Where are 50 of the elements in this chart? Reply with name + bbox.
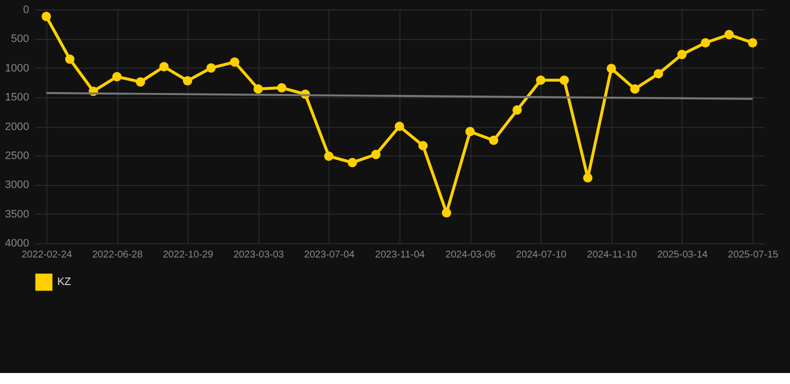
y-tick-label: 4000 [5, 238, 30, 250]
x-tick-label: 2022-10-29 [162, 250, 214, 261]
y-tick-label: 2000 [5, 120, 30, 133]
x-tick-label: 2025-07-15 [728, 250, 779, 261]
point [677, 50, 687, 60]
x-tick-label: 2024-03-06 [445, 250, 496, 261]
point [394, 122, 404, 132]
point [488, 136, 498, 146]
legend-label: KZ [57, 276, 72, 288]
y-tick-label: 500 [11, 33, 30, 46]
point [112, 72, 122, 82]
y-tick-label: 2500 [5, 150, 30, 162]
point [536, 76, 546, 85]
point [42, 12, 51, 22]
point [724, 30, 734, 40]
point [254, 84, 263, 94]
y-tick-label: 1500 [5, 92, 30, 104]
y-tick-label: 3000 [5, 179, 30, 192]
x-tick-label: 2022-02-24 [22, 250, 73, 261]
point [512, 105, 522, 115]
y-tick-label: 0 [23, 4, 30, 16]
x-tick-label: 2024-07-10 [516, 250, 567, 261]
x-tick-label: 2022-06-28 [92, 250, 144, 261]
point [654, 69, 664, 78]
point [560, 76, 569, 85]
point [136, 77, 146, 87]
point [748, 38, 758, 48]
x-tick-label: 2023-11-04 [375, 250, 426, 261]
point [277, 83, 286, 92]
point [159, 62, 169, 72]
point [700, 38, 710, 48]
x-tick-label: 2024-11-10 [586, 250, 638, 261]
point [65, 54, 75, 64]
point [230, 57, 240, 67]
y-tick-label: 3500 [5, 208, 30, 220]
point [606, 64, 616, 74]
point [630, 84, 640, 94]
point [418, 140, 428, 150]
point [182, 76, 192, 86]
y-tick-label: 1000 [5, 62, 30, 74]
point [206, 63, 216, 73]
point [324, 151, 334, 161]
point [465, 126, 475, 136]
point [371, 150, 381, 160]
x-tick-label: 2023-03-03 [233, 250, 284, 261]
x-tick-label: 2023-07-04 [304, 250, 356, 261]
point [348, 158, 358, 168]
point [442, 208, 452, 218]
point [583, 173, 592, 182]
x-tick-label: 2025-03-14 [657, 250, 708, 261]
